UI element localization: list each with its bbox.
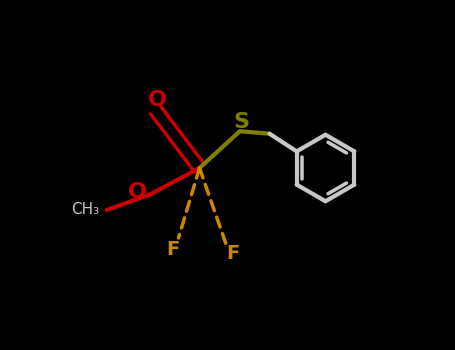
Text: F: F (226, 244, 239, 262)
Text: O: O (128, 182, 147, 203)
Text: O: O (148, 90, 167, 111)
Text: CH₃: CH₃ (71, 202, 100, 217)
Text: S: S (233, 112, 249, 133)
Text: F: F (167, 240, 180, 259)
